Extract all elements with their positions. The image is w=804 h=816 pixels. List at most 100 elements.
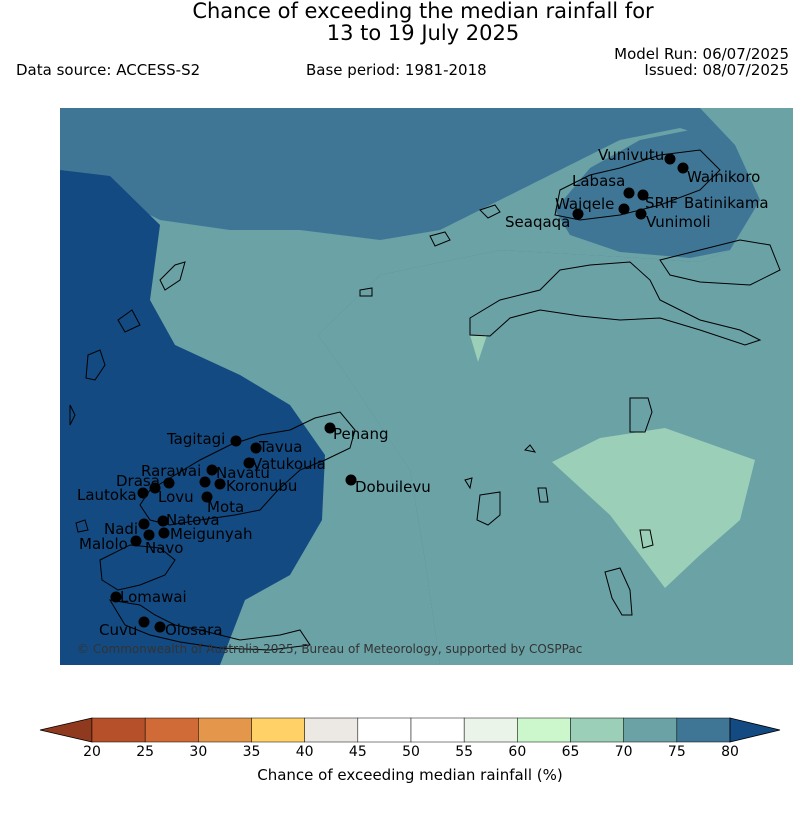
site-label: Tagitagi (166, 430, 225, 448)
colorbar (39, 717, 781, 743)
marker-navatu (199, 476, 211, 488)
map-title-line1: Chance of exceeding the median rainfall … (192, 0, 654, 23)
colorbar-cell (517, 717, 571, 743)
site-labels: Vunivutu Wainikoro Labasa SRIF Batinikam… (77, 146, 769, 639)
band-80-plus (60, 170, 325, 665)
colorbar-cell (463, 717, 518, 743)
colorbar-extend-low (39, 717, 93, 743)
site-label: Meigunyah (170, 525, 252, 543)
site-label: Lovu (158, 488, 194, 506)
marker-tagitagi (230, 435, 242, 447)
colorbar-tick-label: 50 (402, 744, 420, 760)
colorbar-cell (144, 717, 199, 743)
site-label: Navatu (216, 464, 270, 482)
site-label: Olosara (165, 621, 223, 639)
colorbar-cell (410, 717, 465, 743)
colorbar-tick-label: 80 (721, 744, 739, 760)
marker-olosara (154, 621, 166, 633)
marker-mota (201, 491, 213, 503)
colorbar-tick-label: 75 (667, 744, 686, 760)
marker-nadi (138, 518, 150, 530)
colorbar-tick-label: 70 (614, 744, 633, 760)
site-label: Navo (145, 539, 183, 557)
data-source-label: Data source: ACCESS-S2 (16, 61, 201, 79)
site-label: SRIF (645, 194, 678, 212)
marker-penang (324, 422, 336, 434)
colorbar-cell (91, 717, 146, 743)
marker-koronubu (214, 478, 226, 490)
marker-seaqaqa (572, 208, 584, 220)
colorbar-tick-label: 25 (136, 744, 155, 760)
map-title-line2: 13 to 19 July 2025 (326, 21, 520, 45)
marker-lautoka (137, 487, 149, 499)
site-label: Vunimoli (646, 213, 711, 231)
colorbar-cell (676, 717, 731, 743)
site-label: Waiqele (555, 195, 614, 213)
issued-label: Issued: 08/07/2025 (644, 61, 789, 79)
site-label: Labasa (572, 172, 625, 190)
site-label: Seaqaqa (505, 213, 570, 231)
marker-malolo (130, 535, 142, 547)
colorbar-cell (198, 717, 252, 743)
marker-labasa (623, 187, 635, 199)
colorbar-tick-label: 55 (455, 744, 474, 760)
marker-vunivutu (664, 153, 676, 165)
colorbar-tick-label: 60 (508, 744, 527, 760)
site-label: Tavua (258, 438, 302, 456)
marker-wainikoro (677, 162, 689, 174)
colorbar-tick-label: 65 (561, 744, 580, 760)
site-label: Vunivutu (598, 146, 664, 164)
site-label: Mota (207, 498, 244, 516)
colorbar-cell (570, 717, 624, 743)
marker-vunimoli (635, 208, 647, 220)
marker-dobuilevu (345, 474, 357, 486)
map-credit: © Commonwealth of Australia 2025, Bureau… (77, 642, 582, 656)
colorbar-tick-label: 20 (83, 744, 101, 760)
colorbar-cell (251, 717, 305, 743)
marker-navo (143, 529, 155, 541)
marker-waiqele (618, 203, 630, 215)
marker-vatukoula (243, 457, 255, 469)
marker-rarawai (206, 464, 218, 476)
site-markers (110, 153, 689, 633)
site-label: Lomawai (120, 588, 187, 606)
marker-lomawai (110, 591, 122, 603)
colorbar-tick-label: 45 (348, 744, 367, 760)
site-label: Cuvu (99, 621, 137, 639)
coastlines (69, 149, 781, 651)
site-label: Koronubu (226, 477, 297, 495)
base-period-label: Base period: 1981-2018 (306, 61, 487, 79)
marker-drasa2 (149, 482, 161, 494)
map-canvas: Vunivutu Wainikoro Labasa SRIF Batinikam… (60, 108, 793, 665)
band-65-70-small (470, 335, 487, 362)
colorbar-cell (304, 717, 359, 743)
marker-srif (637, 189, 649, 201)
marker-natova (157, 515, 169, 527)
marker-cuvu (138, 616, 150, 628)
site-label: Malolo (79, 535, 128, 553)
marker-tavua (250, 442, 262, 454)
colorbar-tick-label: 35 (242, 744, 261, 760)
site-label: Vatukoula (252, 455, 326, 473)
site-label: Rarawai (141, 462, 201, 480)
band-65-70-east (552, 428, 755, 588)
marker-drasa (163, 477, 175, 489)
colorbar-cell (623, 717, 678, 743)
site-label: Wainikoro (687, 168, 760, 186)
model-run-label: Model Run: 06/07/2025 (614, 45, 789, 63)
colorbar-tick-label: 40 (295, 744, 314, 760)
site-label: Batinikama (684, 194, 769, 212)
site-label: Nadi (104, 520, 138, 538)
site-label: Penang (333, 425, 388, 443)
rainfall-map: Vunivutu Wainikoro Labasa SRIF Batinikam… (60, 108, 793, 665)
colorbar-extend-high (729, 717, 781, 743)
colorbar-title: Chance of exceeding median rainfall (%) (257, 766, 563, 784)
band-75-80-north (555, 128, 760, 258)
site-label: Dobuilevu (355, 478, 431, 496)
colorbar-tick-label: 30 (189, 744, 208, 760)
site-label: Drasa (116, 472, 160, 490)
marker-meigunyah (158, 527, 170, 539)
site-label: Natova (166, 511, 220, 529)
site-label: Lautoka (77, 486, 137, 504)
colorbar-cell (357, 717, 412, 743)
